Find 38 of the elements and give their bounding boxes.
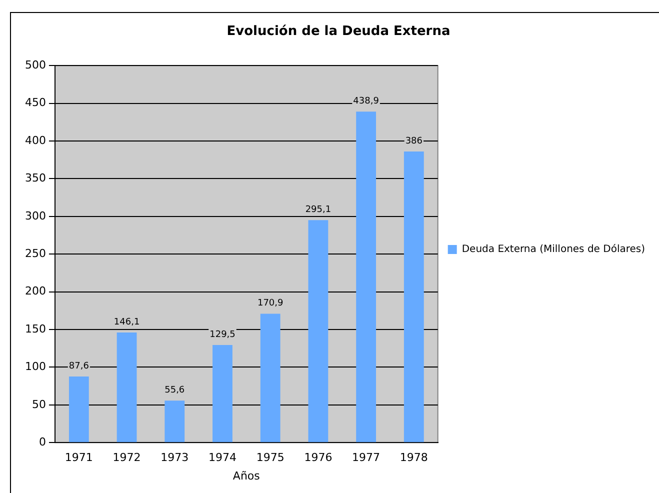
y-tick-label: 450: [24, 96, 46, 110]
y-tick-label: 150: [24, 322, 46, 336]
bar: [68, 376, 89, 442]
x-tick-label: 1972: [112, 451, 141, 464]
bar: [404, 152, 424, 442]
y-tick-label: 100: [24, 360, 46, 374]
x-tick-label: 1978: [400, 451, 428, 464]
x-tick-label: 1974: [208, 451, 236, 464]
x-axis-title: Años: [232, 469, 260, 482]
bar: [164, 400, 185, 442]
data-label: 129,5: [210, 330, 236, 340]
data-label: 55,6: [164, 386, 185, 396]
bar: [212, 344, 232, 442]
bar: [308, 220, 328, 442]
x-tick-label: 1975: [256, 451, 284, 464]
y-tick-label: 300: [24, 209, 46, 222]
y-tick-label: 50: [32, 398, 46, 411]
data-label: 386: [405, 136, 423, 146]
data-label: 295,1: [305, 204, 332, 215]
legend-label: Deuda Externa (Millones de Dólares): [462, 244, 646, 256]
x-tick-label: 1977: [352, 451, 380, 464]
y-tick-label: 500: [24, 58, 46, 72]
x-tick-label: 1976: [304, 451, 332, 464]
y-tick-label: 200: [24, 284, 46, 298]
x-tick-label: 1973: [160, 451, 189, 464]
bar: [116, 332, 137, 442]
x-tick-label: 1971: [64, 451, 93, 464]
data-label: 438,9: [353, 96, 380, 107]
y-tick-label: 250: [24, 246, 46, 260]
data-label: 146,1: [114, 317, 140, 328]
y-tick-label: 0: [38, 435, 46, 448]
data-label: 87,6: [68, 361, 90, 372]
chart-title: Evolución de la Deuda Externa: [226, 24, 450, 40]
data-label: 170,9: [257, 298, 284, 309]
y-tick-label: 400: [24, 134, 46, 147]
bar: [260, 314, 280, 442]
bar: [356, 112, 376, 442]
y-tick-label: 350: [24, 172, 46, 185]
